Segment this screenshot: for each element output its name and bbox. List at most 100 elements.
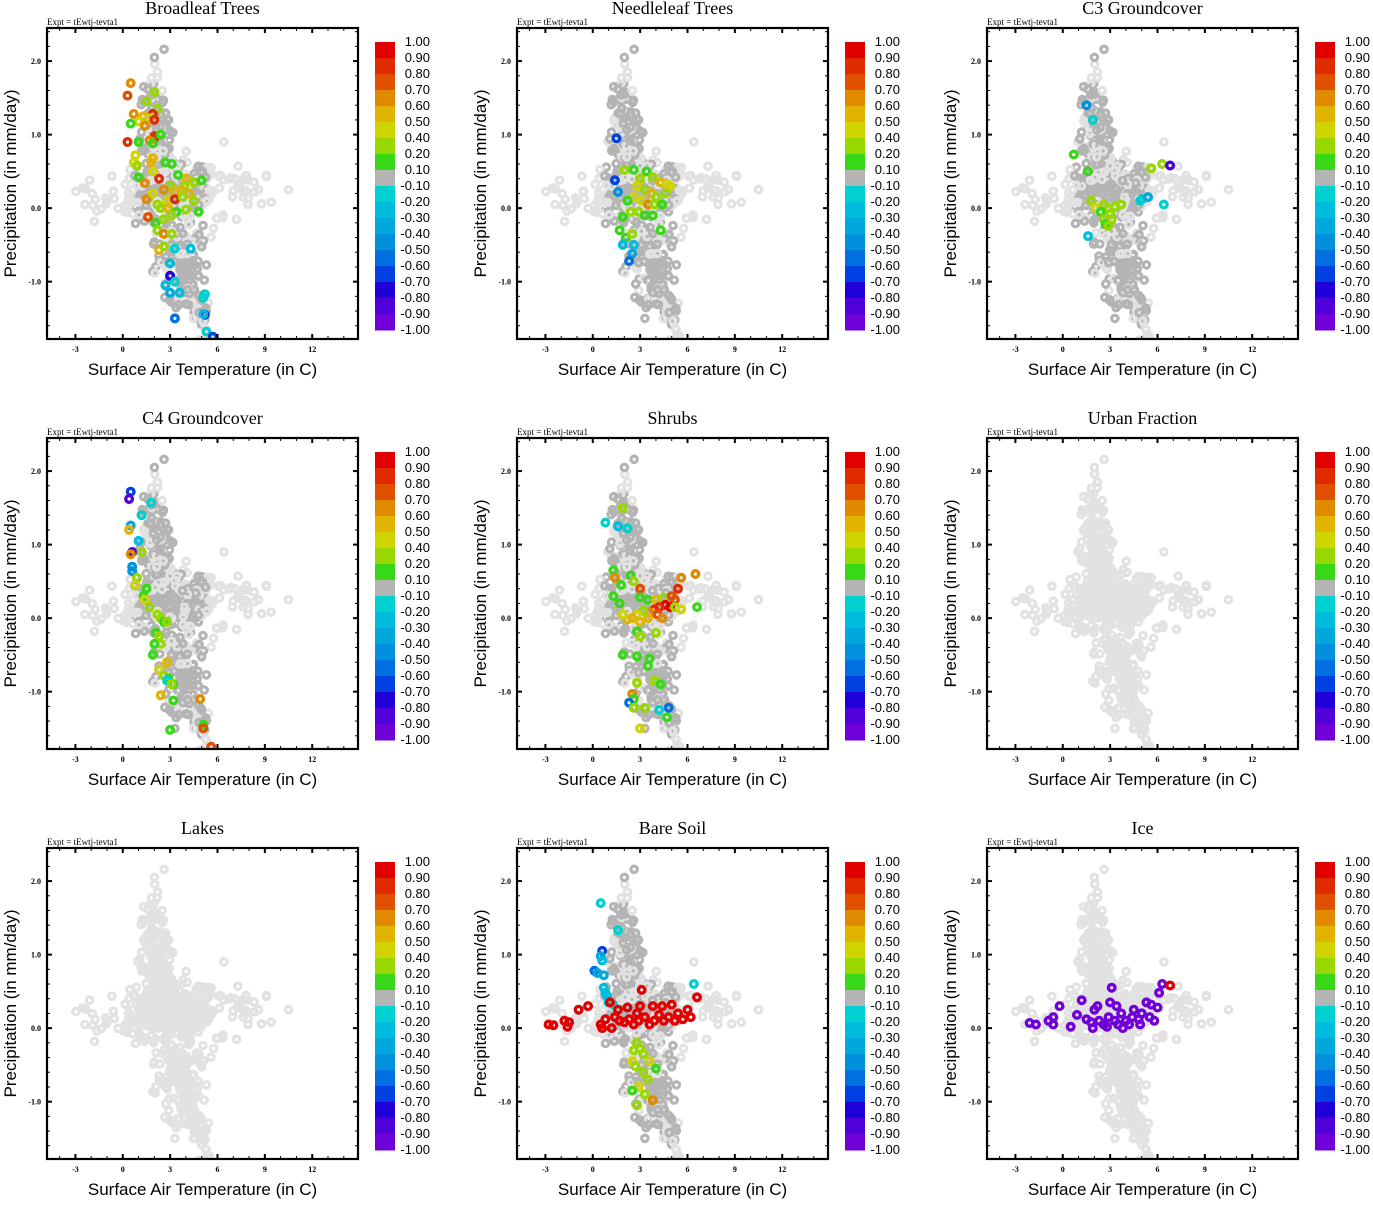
colorbar-label: -0.30 bbox=[1340, 210, 1370, 225]
experiment-label: Expt = tEwtj-tevta1 bbox=[517, 427, 588, 437]
data-point bbox=[109, 583, 115, 589]
data-point bbox=[602, 519, 609, 526]
colorbar-swatch bbox=[845, 468, 865, 485]
colorbar-swatch bbox=[375, 58, 395, 75]
data-point bbox=[1071, 151, 1078, 158]
colorbar-swatch bbox=[375, 708, 395, 725]
data-point bbox=[285, 597, 291, 603]
data-point bbox=[165, 527, 171, 533]
x-tick-label: 3 bbox=[638, 345, 642, 354]
data-point bbox=[703, 626, 709, 632]
data-point bbox=[213, 625, 219, 631]
colorbar-label: -1.00 bbox=[870, 322, 900, 337]
data-point bbox=[602, 173, 608, 179]
colorbar-swatch bbox=[375, 612, 395, 629]
colorbar: 1.000.900.800.700.600.500.400.200.10-0.1… bbox=[845, 444, 900, 747]
data-point bbox=[637, 725, 644, 732]
data-point bbox=[728, 611, 734, 617]
colorbar-label: -0.20 bbox=[870, 604, 900, 619]
colorbar-label: 0.80 bbox=[1345, 66, 1370, 81]
colorbar-swatch bbox=[845, 202, 865, 219]
data-point bbox=[600, 187, 606, 193]
data-point bbox=[733, 583, 739, 589]
data-point bbox=[124, 92, 131, 99]
data-point bbox=[203, 262, 209, 268]
x-tick-label: 9 bbox=[263, 755, 267, 764]
colorbar-label: 0.70 bbox=[405, 82, 430, 97]
colorbar-swatch bbox=[375, 724, 395, 741]
data-point bbox=[268, 609, 274, 615]
scatter-points bbox=[543, 46, 762, 347]
data-point bbox=[642, 315, 648, 321]
experiment-label: Expt = tEwtj-tevta1 bbox=[987, 17, 1058, 27]
y-tick-label: 1.0 bbox=[31, 541, 41, 550]
data-point bbox=[1101, 46, 1107, 52]
data-point bbox=[258, 201, 264, 207]
colorbar-label: -0.20 bbox=[1340, 194, 1370, 209]
panel-title: Urban Fraction bbox=[1088, 408, 1197, 428]
colorbar-swatch bbox=[375, 202, 395, 219]
data-point bbox=[159, 87, 165, 93]
data-point bbox=[694, 604, 701, 611]
data-point bbox=[235, 573, 241, 579]
y-tick-label: 2.0 bbox=[501, 57, 511, 66]
colorbar-label: 0.20 bbox=[875, 146, 900, 161]
data-point bbox=[691, 549, 697, 555]
x-tick-label: 6 bbox=[215, 345, 219, 354]
panel-title: C4 Groundcover bbox=[142, 408, 262, 428]
colorbar-swatch bbox=[1315, 74, 1335, 91]
colorbar-swatch bbox=[375, 564, 395, 581]
colorbar-swatch bbox=[845, 42, 865, 59]
colorbar-swatch bbox=[375, 500, 395, 517]
y-tick-label: -1.0 bbox=[28, 688, 41, 697]
colorbar-label: 0.70 bbox=[1345, 82, 1370, 97]
data-point bbox=[210, 635, 216, 641]
colorbar-label: 0.10 bbox=[405, 162, 430, 177]
data-point bbox=[680, 225, 686, 231]
experiment-label: Expt = tEwtj-tevta1 bbox=[47, 17, 118, 27]
colorbar-label: -1.00 bbox=[870, 732, 900, 747]
data-point bbox=[200, 632, 206, 638]
colorbar-swatch bbox=[1315, 298, 1335, 315]
colorbar-swatch bbox=[845, 692, 865, 709]
colorbar-label: 0.50 bbox=[405, 114, 430, 129]
data-point bbox=[1153, 215, 1159, 221]
colorbar-label: 0.80 bbox=[875, 66, 900, 81]
colorbar-label: -0.70 bbox=[1340, 274, 1370, 289]
colorbar-swatch bbox=[375, 122, 395, 139]
colorbar-label: -0.90 bbox=[870, 716, 900, 731]
data-point bbox=[1142, 340, 1148, 346]
colorbar-swatch bbox=[845, 298, 865, 315]
colorbar: 1.000.900.800.700.600.500.400.200.10-0.1… bbox=[375, 34, 430, 337]
x-axis-label: Surface Air Temperature (in C) bbox=[88, 770, 317, 789]
data-point bbox=[629, 87, 635, 93]
data-point bbox=[202, 340, 208, 346]
data-point bbox=[1161, 549, 1167, 555]
colorbar-label: 0.20 bbox=[405, 556, 430, 571]
data-point bbox=[556, 177, 562, 183]
colorbar-label: 0.10 bbox=[875, 572, 900, 587]
data-point bbox=[151, 54, 157, 60]
data-point bbox=[686, 595, 692, 601]
colorbar-label: -0.20 bbox=[400, 194, 430, 209]
data-point bbox=[1130, 315, 1136, 321]
data-point bbox=[678, 234, 684, 240]
data-point bbox=[200, 222, 206, 228]
colorbar-label: 1.00 bbox=[1345, 34, 1370, 49]
y-tick-label: 2.0 bbox=[501, 467, 511, 476]
data-point bbox=[130, 187, 136, 193]
colorbar-label: 0.60 bbox=[405, 508, 430, 523]
data-point bbox=[1161, 201, 1168, 208]
data-point bbox=[686, 185, 692, 191]
colorbar-swatch bbox=[845, 266, 865, 283]
colorbar-label: -0.40 bbox=[1340, 226, 1370, 241]
data-point bbox=[579, 583, 585, 589]
colorbar-label: 0.80 bbox=[405, 66, 430, 81]
x-tick-label: 3 bbox=[638, 755, 642, 764]
data-point bbox=[235, 163, 241, 169]
x-tick-label: -3 bbox=[72, 755, 79, 764]
y-axis-label: Precipitation (in mm/day) bbox=[1, 89, 20, 277]
